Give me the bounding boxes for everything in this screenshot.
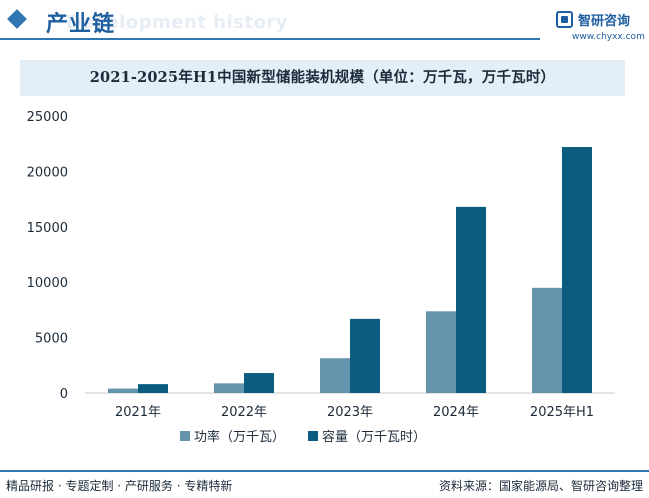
x-tick-label: 2024年 bbox=[433, 405, 479, 420]
legend-label: 容量（万千瓦时） bbox=[322, 429, 426, 445]
footer-divider bbox=[0, 470, 649, 472]
bar-power bbox=[532, 287, 562, 393]
bar-power bbox=[214, 383, 244, 393]
x-tick-label: 2025年H1 bbox=[530, 405, 594, 420]
bar-power bbox=[426, 311, 456, 393]
chart-title: 2021-2025年H1中国新型储能装机规模（单位：万千瓦，万千瓦时） bbox=[89, 69, 556, 86]
x-tick-label: 2022年 bbox=[221, 405, 267, 420]
logo-name: 智研咨询 bbox=[578, 14, 631, 29]
footer-source: 资料来源：国家能源局、智研咨询整理 bbox=[438, 479, 643, 493]
y-tick-label: 5000 bbox=[35, 332, 68, 347]
bar-capacity bbox=[350, 318, 380, 393]
y-tick-label: 15000 bbox=[27, 221, 68, 236]
bar-capacity bbox=[138, 384, 168, 393]
y-tick-label: 25000 bbox=[27, 110, 68, 125]
bar-capacity bbox=[562, 147, 592, 393]
footer-services: 精品研报 · 专题定制 · 产研服务 · 专精特新 bbox=[6, 479, 233, 493]
footer: 精品研报 · 专题定制 · 产研服务 · 专精特新 资料来源：国家能源局、智研咨… bbox=[0, 470, 649, 498]
bar-capacity bbox=[244, 373, 274, 393]
legend-swatch bbox=[308, 431, 318, 441]
bar-power bbox=[108, 388, 138, 393]
y-tick-label: 20000 bbox=[27, 165, 68, 180]
chart-title-box: 2021-2025年H1中国新型储能装机规模（单位：万千瓦，万千瓦时） bbox=[20, 60, 625, 96]
x-tick-label: 2023年 bbox=[327, 405, 373, 420]
bar-power bbox=[320, 358, 350, 393]
section-title: 产业链 bbox=[46, 12, 116, 37]
y-tick-label: 0 bbox=[60, 387, 68, 402]
legend-label: 功率（万千瓦） bbox=[194, 429, 285, 445]
header-divider bbox=[0, 38, 540, 40]
legend-swatch bbox=[180, 431, 190, 441]
y-tick-label: 10000 bbox=[27, 276, 68, 291]
x-tick-label: 2021年 bbox=[115, 405, 161, 420]
logo-icon bbox=[556, 11, 573, 28]
brand-logo: 智研咨询 www.chyxx.com bbox=[556, 10, 646, 46]
logo-url: www.chyxx.com bbox=[572, 32, 645, 42]
section-subtitle-en: Development history bbox=[66, 12, 288, 33]
bar-capacity bbox=[456, 206, 486, 393]
section-header: Development history 产业链 智研咨询 www.chyxx.c… bbox=[0, 0, 649, 52]
